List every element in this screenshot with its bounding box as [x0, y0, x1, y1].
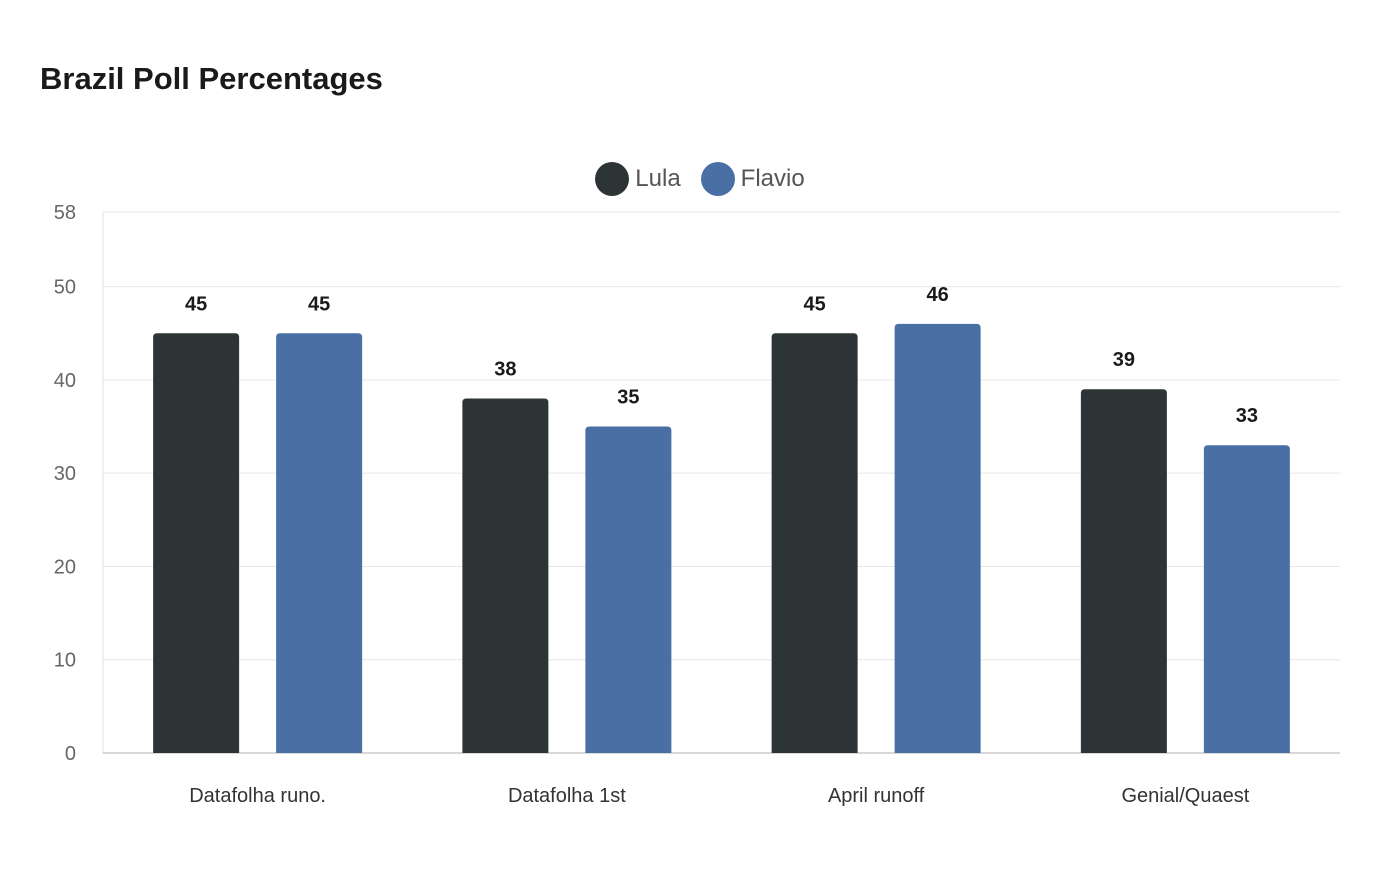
chart-title: Brazil Poll Percentages — [40, 61, 383, 96]
y-tick-label: 30 — [54, 463, 76, 485]
data-label: 45 — [185, 293, 207, 315]
legend-label-lula: Lula — [635, 165, 681, 192]
data-label: 38 — [494, 359, 516, 381]
x-category-label: Datafolha 1st — [508, 785, 626, 807]
legend: Lula Flavio — [0, 162, 1400, 196]
y-tick-label: 10 — [54, 650, 76, 672]
bar-lula-3 — [1080, 389, 1167, 753]
bar-lula-1 — [462, 398, 549, 753]
bar-flavio-3 — [1203, 445, 1290, 753]
legend-label-flavio: Flavio — [740, 165, 805, 192]
y-tick-label: 40 — [54, 370, 76, 392]
x-category-label: April runoff — [828, 785, 925, 807]
y-tick-label: 50 — [54, 277, 76, 299]
bar-flavio-1 — [585, 426, 672, 753]
bar-flavio-0 — [276, 333, 363, 753]
data-label: 45 — [308, 293, 330, 315]
legend-item-flavio[interactable]: Flavio — [700, 162, 805, 196]
y-tick-label: 58 — [54, 202, 76, 224]
x-category-label: Genial/Quaest — [1121, 785, 1249, 807]
data-label: 46 — [927, 284, 949, 306]
data-label: 39 — [1113, 349, 1135, 371]
legend-swatch-lula — [595, 162, 630, 196]
y-tick-label: 0 — [65, 743, 76, 765]
data-label: 35 — [617, 387, 639, 409]
y-tick-label: 20 — [54, 556, 76, 578]
bar-lula-2 — [771, 333, 858, 753]
bar-lula-0 — [153, 333, 240, 753]
data-label: 33 — [1236, 405, 1258, 427]
x-category-label: Datafolha runo. — [189, 785, 326, 807]
legend-swatch-flavio — [700, 162, 735, 196]
bar-flavio-2 — [894, 323, 981, 753]
data-label: 45 — [804, 293, 826, 315]
legend-item-lula[interactable]: Lula — [595, 162, 681, 196]
